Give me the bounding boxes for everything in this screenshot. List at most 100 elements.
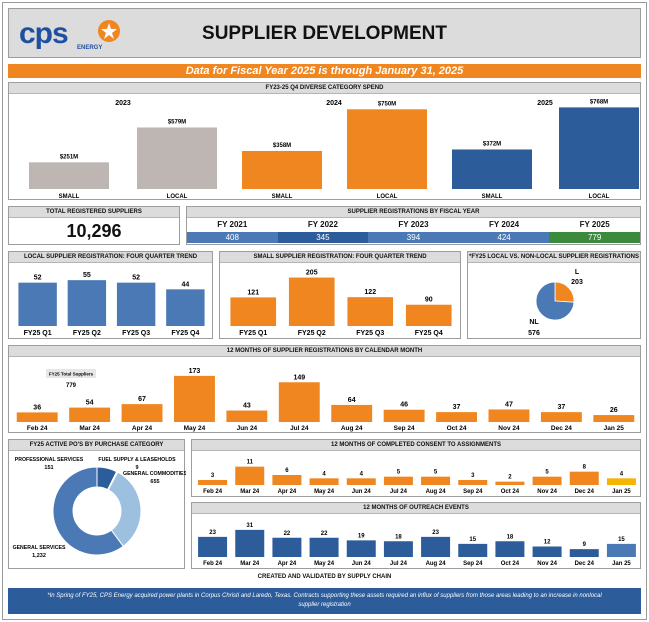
local-pie-panel: *FY25 LOCAL VS. NON-LOCAL SUPPLIER REGIS… [467,251,641,339]
page-title: SUPPLIER DEVELOPMENT [202,23,447,44]
bar-value-label: 15 [469,537,476,543]
bar-value-label: 46 [400,402,408,409]
category-label: Aug 24 [426,489,447,495]
donut-slice-name: PROFESSIONAL SERVICES [15,457,84,463]
small-quarter-chart: 121 FY25 Q1 205 FY25 Q2 122 FY25 Q3 90 FY25 Q4 [230,270,452,337]
fy-year-label: FY 2023 [398,220,429,229]
bar [166,289,205,326]
bar [69,407,111,422]
fy-registrations-title: SUPPLIER REGISTRATIONS BY FISCAL YEAR [187,207,640,218]
category-label: Sep 24 [463,489,483,495]
bar [606,543,636,557]
logo-subtext: ENERGY [77,45,103,51]
bar [405,304,452,326]
bar [235,529,265,557]
category-label: Oct 24 [447,425,467,432]
bar [346,478,376,485]
donut-slice-value: 9 [135,465,138,471]
bar [495,481,525,485]
category-label: FY25 Q3 [356,330,384,337]
monthly-title: 12 MONTHS OF SUPPLIER REGISTRATIONS BY C… [9,346,640,357]
fy-value-row: 408 345 394 424 779 [187,232,640,243]
bar-value-label: $251M [60,154,78,160]
total-suppliers-title: TOTAL REGISTERED SUPPLIERS [9,207,179,218]
bar-value-label: 173 [189,368,201,375]
donut-slice-value: 1,232 [32,553,46,559]
bar [421,536,451,557]
diverse-spend-panel: FY23-25 Q4 DIVERSE CATEGORY SPEND $251M S… [8,82,641,200]
category-label: Jan 25 [612,489,631,495]
bar [540,412,582,422]
fy-year-row: FY 2021 FY 2022 FY 2023 FY 2024 FY 2025 [187,220,640,231]
category-label: FY25 Q4 [171,330,199,337]
bar [198,480,228,485]
bar-value-label: 2 [508,475,512,481]
fy-value-cell: 345 [277,232,369,243]
bar-value-label: 44 [181,281,189,288]
donut-slice-name: FUEL SUPPLY & LEASEHOLDS [98,457,176,463]
category-label: SMALL [482,194,503,200]
total-suppliers-panel: TOTAL REGISTERED SUPPLIERS 10,296 [8,206,180,245]
bar [383,476,413,485]
monthly-chart: 36 Feb 24 54 Mar 24 67 Apr 24 173 May 24 43 Jun 2… [16,368,635,432]
bar [452,149,532,189]
bar-value-label: 36 [33,404,41,411]
category-label: Dec 24 [575,489,595,495]
bar-value-label: 19 [358,533,365,539]
group-label: 2024 [326,100,342,107]
bar-value-label: 18 [395,534,402,540]
local-quarter-chart: 52 FY25 Q1 55 FY25 Q2 52 FY25 Q3 44 FY25 Q4 [18,272,205,337]
footnote: *In Spring of FY25, CPS Energy acquired … [8,588,641,614]
diverse-spend-chart: $251M SMALL $579M LOCAL $358M SMALL $750M LOCAL… [29,99,639,200]
bar-value-label: 52 [34,275,42,282]
category-label: LOCAL [167,194,188,200]
bar [569,549,599,557]
bar-value-label: 22 [321,531,328,537]
footer-credit: CREATED AND VALIDATED BY SUPPLY CHAIN [257,574,392,580]
header-bar: cps ENERGY SUPPLIER DEVELOPMENT [8,8,641,58]
bar [272,537,302,557]
bar-value-label: 205 [306,270,318,277]
pie-slice-value: 203 [571,279,583,286]
category-label: Sep 24 [394,425,415,432]
category-label: Apr 24 [278,561,297,567]
bar-value-label: $768M [590,99,608,105]
annotation-box [46,369,96,378]
bar-value-label: $372M [483,141,501,147]
bar-value-label: 37 [557,404,565,411]
category-label: FY25 Q1 [239,330,267,337]
bar [559,107,639,189]
bar-value-label: 23 [432,530,439,536]
small-quarter-title: SMALL SUPPLIER REGISTRATION: FOUR QUARTE… [220,252,460,263]
category-label: Aug 24 [341,425,363,432]
bar-value-label: 54 [86,400,94,407]
bar [230,297,277,326]
category-label: Mar 24 [79,425,100,432]
category-label: SMALL [272,194,293,200]
category-label: Dec 24 [575,561,595,567]
bar-value-label: 122 [364,289,376,296]
bar [532,546,562,557]
category-label: May 24 [184,425,206,432]
bar [606,478,636,485]
category-label: Feb 24 [203,489,223,495]
bar-value-label: 121 [247,289,259,296]
category-label: Nov 24 [537,561,557,567]
category-label: FY25 Q2 [73,330,101,337]
fy-registrations-panel: SUPPLIER REGISTRATIONS BY FISCAL YEAR FY… [186,206,641,245]
donut-slice [107,471,142,547]
donut-slice-value: 151 [44,465,53,471]
category-label: Jul 24 [390,489,408,495]
bar-value-label: 149 [293,374,305,381]
bar-value-label: 12 [544,540,551,546]
bar [383,409,425,422]
category-label: May 24 [314,489,335,495]
po-donut-chart: PROFESSIONAL SERVICES 151 FUEL SUPPLY & LE… [13,457,186,559]
category-label: FY25 Q4 [415,330,443,337]
bar [226,410,268,422]
category-label: Sep 24 [463,561,483,567]
category-label: SMALL [59,194,80,200]
bar [288,277,335,326]
bar [121,404,163,422]
donut-slice-name: GENERAL SERVICES [13,545,66,551]
